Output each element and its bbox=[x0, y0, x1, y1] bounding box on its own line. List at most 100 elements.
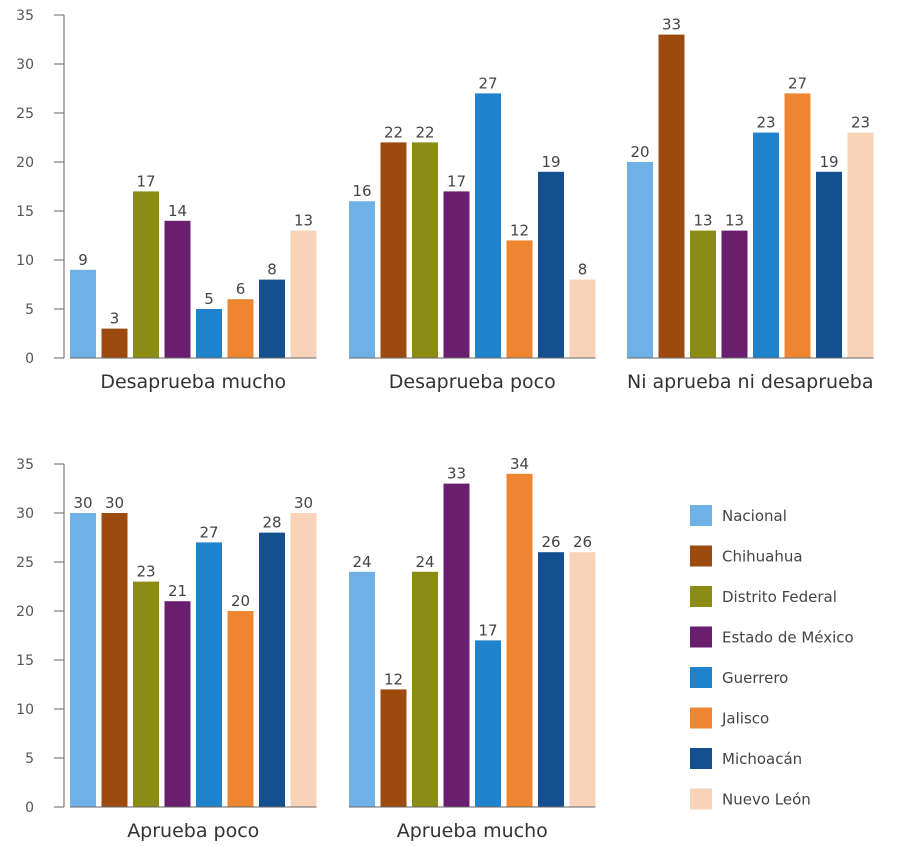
category-label: Aprueba mucho bbox=[397, 820, 548, 841]
bar bbox=[538, 171, 564, 358]
legend-label: Chihuahua bbox=[722, 548, 803, 566]
bar-value-label: 24 bbox=[352, 553, 371, 571]
bar bbox=[753, 132, 779, 358]
bar bbox=[227, 299, 254, 358]
bar bbox=[290, 230, 317, 358]
bar-value-label: 21 bbox=[168, 582, 187, 600]
bar bbox=[227, 611, 254, 807]
legend-label: Nuevo León bbox=[722, 791, 811, 809]
bar bbox=[349, 201, 375, 358]
bar-value-label: 33 bbox=[447, 465, 466, 483]
y-tick-label: 35 bbox=[16, 8, 34, 24]
legend-label: Jalisco bbox=[721, 710, 769, 728]
bar bbox=[133, 191, 159, 358]
bar-value-label: 33 bbox=[662, 16, 681, 34]
bar bbox=[259, 279, 285, 358]
bar-value-label: 17 bbox=[478, 621, 497, 639]
bar bbox=[290, 513, 317, 807]
bar-value-label: 3 bbox=[110, 310, 120, 328]
bar bbox=[259, 532, 285, 807]
bar bbox=[475, 640, 501, 807]
bar bbox=[506, 240, 533, 358]
y-tick-label: 15 bbox=[16, 653, 34, 669]
bar bbox=[569, 279, 596, 358]
legend-label: Guerrero bbox=[722, 669, 788, 687]
category-label: Aprueba poco bbox=[127, 820, 259, 841]
bar-value-label: 22 bbox=[384, 123, 403, 141]
bar-value-label: 8 bbox=[267, 261, 277, 279]
bar-value-label: 13 bbox=[693, 212, 712, 230]
bar-value-label: 19 bbox=[541, 153, 560, 171]
y-tick-label: 5 bbox=[25, 751, 34, 767]
bar-value-label: 23 bbox=[136, 563, 155, 581]
bar bbox=[164, 220, 191, 358]
bar-value-label: 23 bbox=[756, 114, 775, 132]
bar-value-label: 30 bbox=[105, 494, 124, 512]
bar bbox=[196, 309, 222, 358]
legend-swatch bbox=[690, 667, 712, 688]
bar bbox=[133, 581, 159, 807]
bar-value-label: 5 bbox=[204, 290, 214, 308]
bar-value-label: 9 bbox=[78, 251, 88, 269]
bar-value-label: 34 bbox=[510, 455, 529, 473]
bar bbox=[475, 93, 501, 359]
bar-value-label: 30 bbox=[73, 494, 92, 512]
y-tick-label: 0 bbox=[25, 351, 34, 367]
bar bbox=[784, 93, 811, 359]
legend-label: Distrito Federal bbox=[722, 588, 837, 606]
bar bbox=[412, 571, 438, 807]
bar bbox=[506, 473, 533, 807]
y-tick-label: 10 bbox=[16, 702, 34, 718]
bar-value-label: 13 bbox=[294, 212, 313, 230]
bar bbox=[658, 34, 685, 358]
legend-label: Nacional bbox=[722, 507, 787, 525]
bar bbox=[627, 162, 653, 358]
bar bbox=[569, 552, 596, 807]
bar bbox=[101, 513, 128, 807]
bar bbox=[101, 328, 128, 358]
legend-swatch bbox=[690, 505, 712, 526]
category-label: Desaprueba poco bbox=[389, 371, 556, 393]
bar-value-label: 16 bbox=[352, 182, 371, 200]
y-tick-label: 25 bbox=[16, 106, 34, 122]
bar-value-label: 8 bbox=[578, 261, 588, 279]
bar-value-label: 17 bbox=[447, 172, 466, 190]
bar-value-label: 27 bbox=[199, 523, 218, 541]
bar-value-label: 13 bbox=[725, 212, 744, 230]
bar-value-label: 12 bbox=[384, 670, 403, 688]
bar bbox=[847, 132, 874, 358]
bar bbox=[349, 571, 375, 807]
legend-swatch bbox=[690, 586, 712, 607]
y-tick-label: 20 bbox=[16, 155, 34, 171]
y-tick-label: 20 bbox=[16, 604, 34, 620]
y-tick-label: 5 bbox=[25, 302, 34, 318]
bar-value-label: 24 bbox=[415, 553, 434, 571]
y-tick-label: 15 bbox=[16, 204, 34, 220]
bar bbox=[70, 513, 96, 807]
y-tick-label: 10 bbox=[16, 253, 34, 269]
bar-value-label: 30 bbox=[294, 494, 313, 512]
bar-value-label: 19 bbox=[819, 153, 838, 171]
legend-label: Estado de México bbox=[722, 629, 854, 647]
category-label: Desaprueba mucho bbox=[100, 371, 286, 393]
bar-value-label: 17 bbox=[136, 172, 155, 190]
bar bbox=[443, 191, 470, 358]
bar-value-label: 27 bbox=[478, 74, 497, 92]
category-label: Ni aprueba ni desaprueba bbox=[627, 371, 873, 393]
legend-swatch bbox=[690, 626, 712, 648]
legend-label: Michoacán bbox=[722, 750, 802, 768]
legend-swatch bbox=[690, 748, 712, 769]
y-tick-label: 35 bbox=[16, 457, 34, 473]
legend-swatch bbox=[690, 545, 712, 567]
bar bbox=[443, 483, 470, 807]
bar bbox=[164, 601, 191, 807]
y-tick-label: 30 bbox=[16, 57, 34, 73]
bar-value-label: 12 bbox=[510, 221, 529, 239]
bar bbox=[196, 542, 222, 807]
y-tick-label: 30 bbox=[16, 506, 34, 522]
y-tick-label: 0 bbox=[25, 800, 34, 816]
bar-value-label: 20 bbox=[231, 592, 250, 610]
bar-value-label: 27 bbox=[788, 74, 807, 92]
